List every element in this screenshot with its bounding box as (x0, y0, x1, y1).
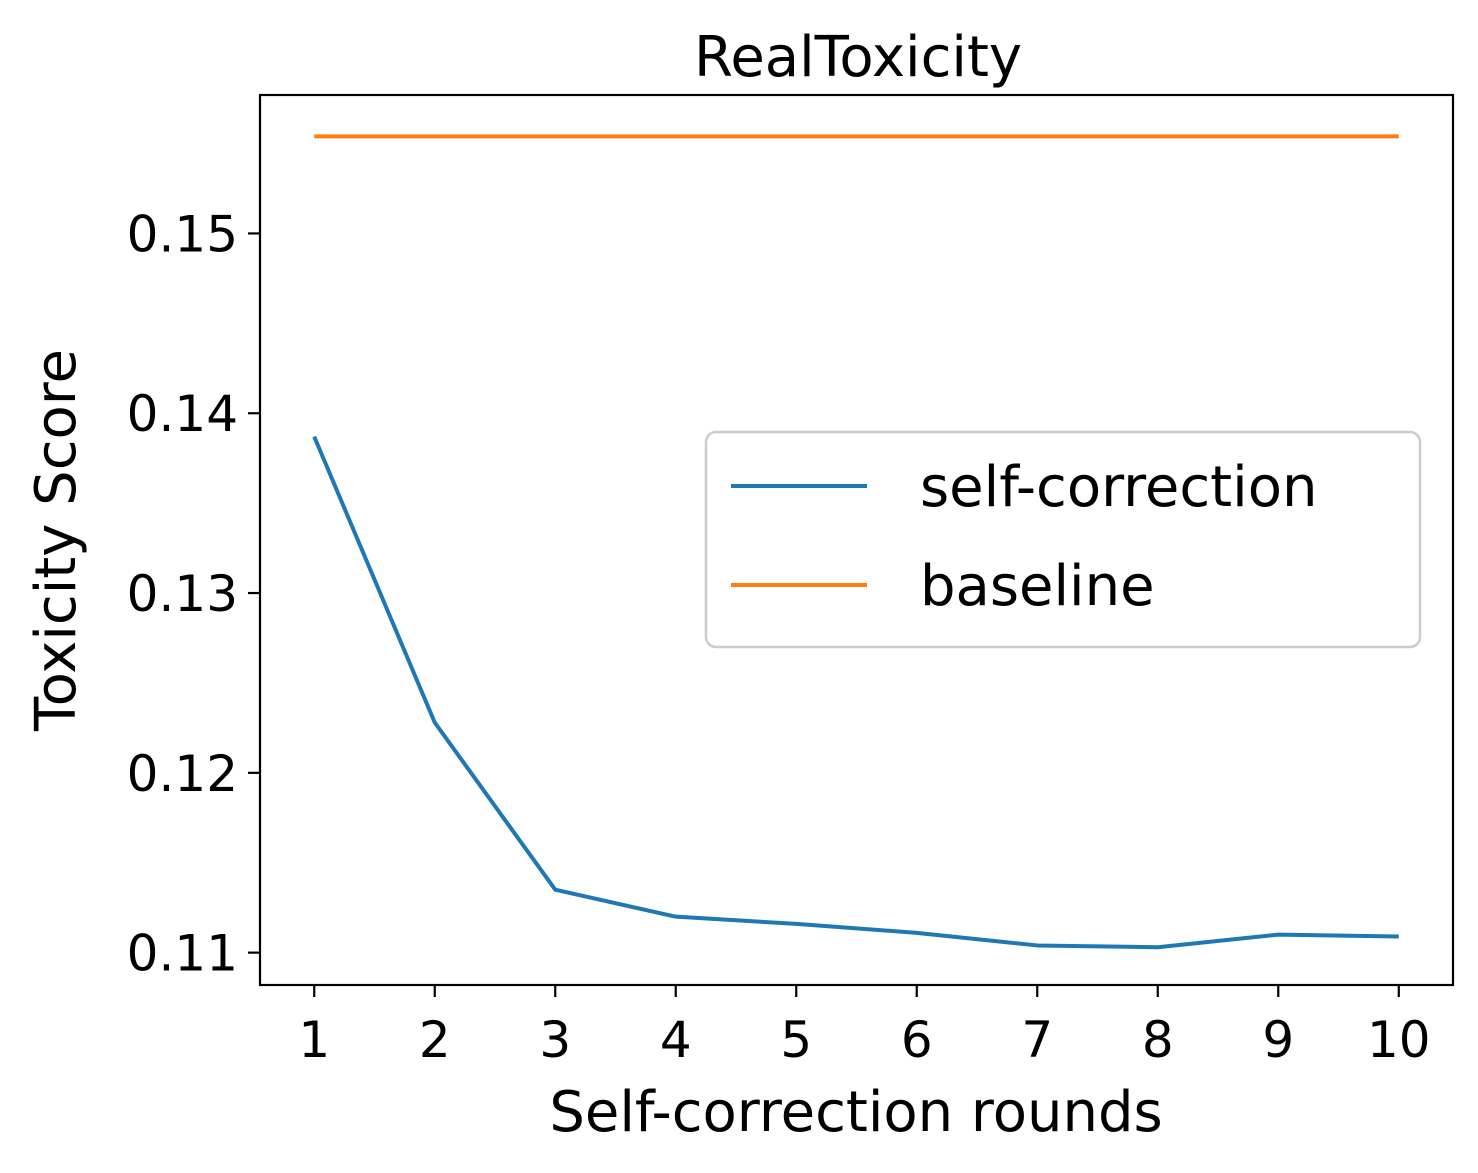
y-axis: 0.11 0.12 0.13 0.14 0.15 (127, 205, 260, 983)
y-tick-label: 0.15 (127, 205, 238, 263)
x-tick-label: 6 (901, 1011, 933, 1069)
x-tick-label: 5 (780, 1011, 812, 1069)
x-tick-label: 3 (539, 1011, 571, 1069)
x-tick-label: 1 (298, 1011, 330, 1069)
x-axis-label: Self-correction rounds (549, 1080, 1162, 1145)
x-tick-label: 7 (1021, 1011, 1053, 1069)
y-tick-label: 0.11 (127, 925, 238, 983)
x-tick-label: 8 (1142, 1011, 1174, 1069)
plot-area (312, 134, 1399, 950)
y-axis-label: Toxicity Score (24, 349, 89, 732)
legend-box (704, 430, 1422, 649)
legend-label-self-correction: self-correction (920, 455, 1317, 520)
y-tick-label: 0.12 (127, 745, 238, 803)
x-tick-label: 9 (1262, 1011, 1294, 1069)
plot-frame (258, 93, 1455, 987)
x-tick-label: 4 (660, 1011, 692, 1069)
legend-label-baseline: baseline (920, 554, 1155, 619)
x-tick-label: 10 (1367, 1011, 1431, 1069)
series-line-self-correction (312, 435, 1399, 950)
chart-title: RealToxicity (694, 25, 1022, 90)
y-tick-label: 0.13 (127, 565, 238, 623)
x-axis: 1 2 3 4 5 6 7 8 9 10 (298, 985, 1431, 1069)
legend: self-correction baseline (704, 430, 1422, 649)
x-tick-label: 2 (419, 1011, 451, 1069)
y-tick-label: 0.14 (127, 385, 238, 443)
